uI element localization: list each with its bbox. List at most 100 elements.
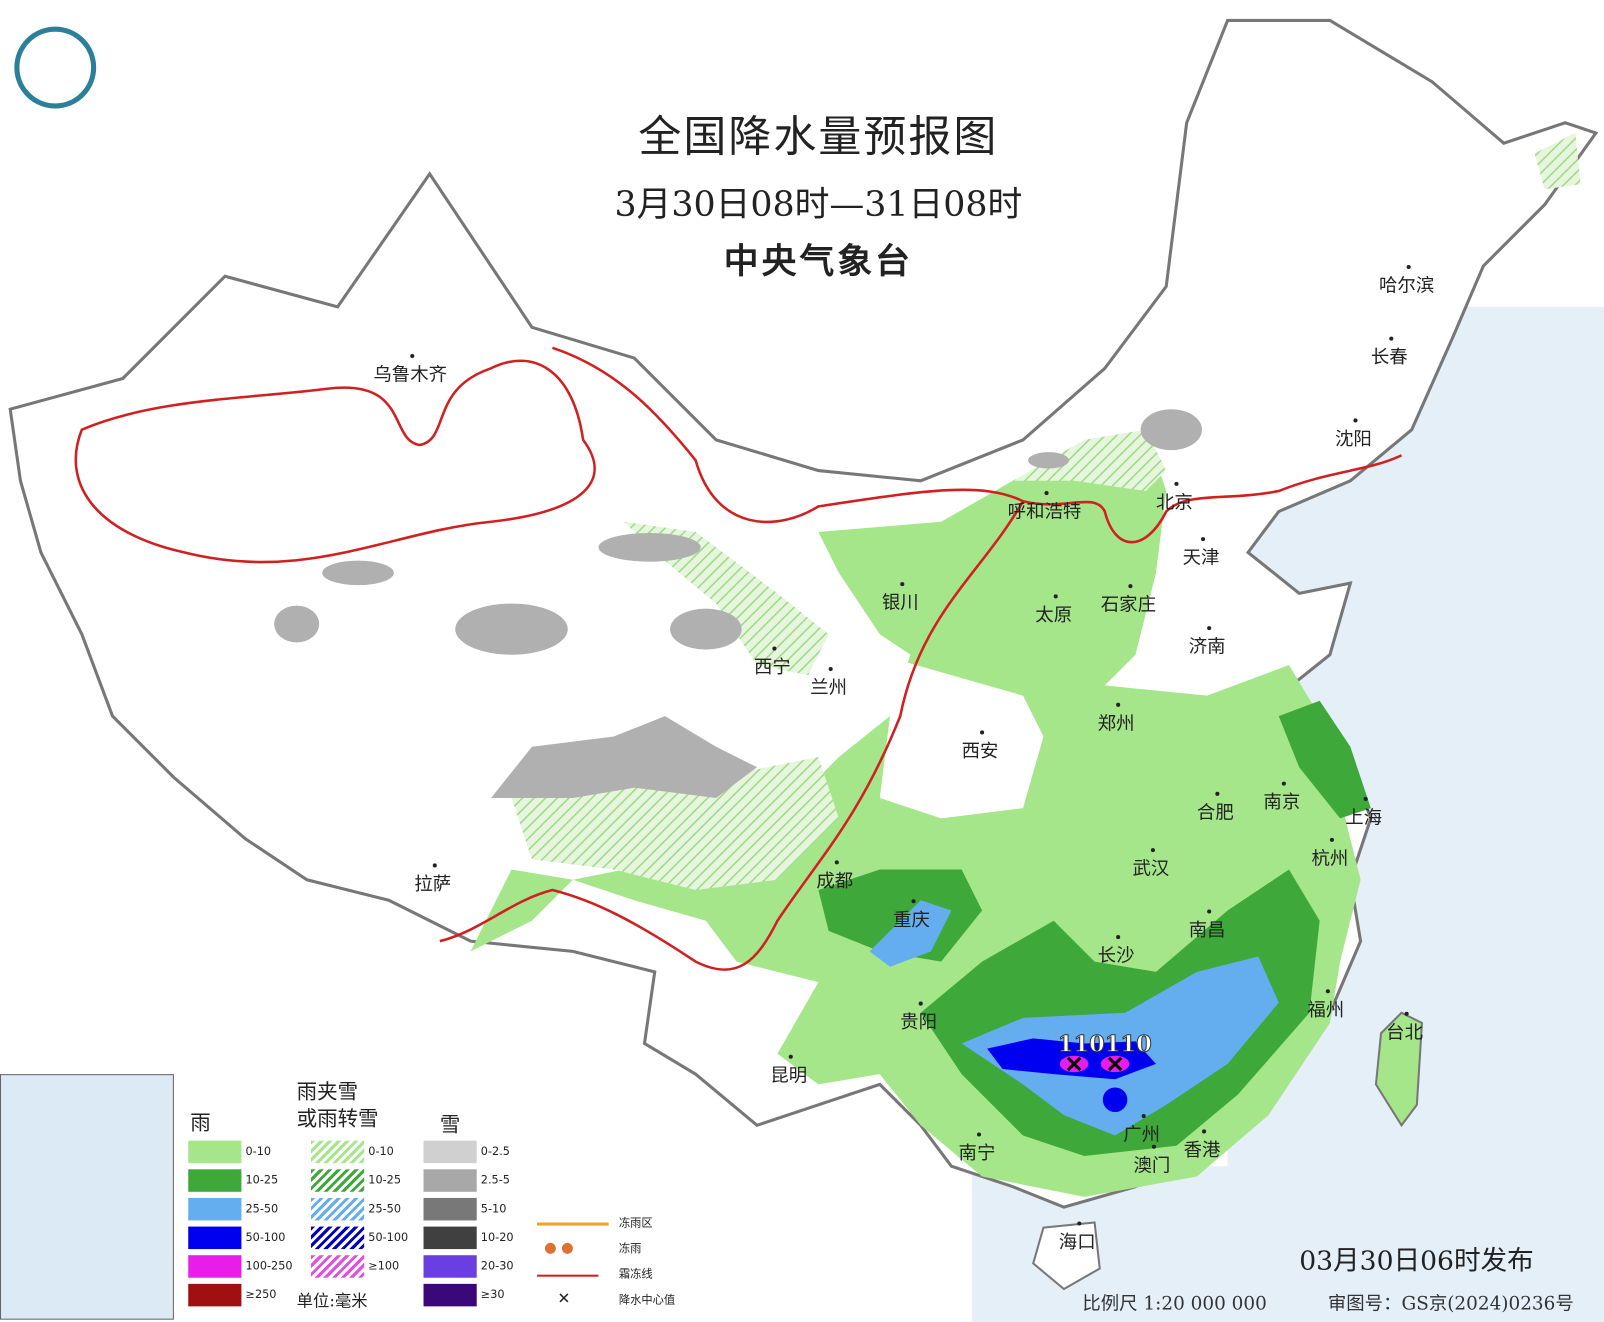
city-label: 济南 (1189, 626, 1226, 659)
rain-10-25 (818, 869, 983, 962)
city-label: 澳门 (1133, 1144, 1170, 1178)
sleet-0-10-qinghai (624, 521, 829, 676)
legend-label-rain: 10-25 (245, 1173, 279, 1187)
legend-swatch-rain (188, 1283, 242, 1307)
rain-50-100-spot (1102, 1087, 1128, 1113)
city-label: 拉萨 (414, 863, 451, 897)
legend-label-sleet: 50-100 (368, 1230, 409, 1244)
city-label: 西宁 (754, 646, 791, 680)
agency-name: 中央气象台 (723, 241, 914, 283)
city-label: 福州 (1307, 989, 1344, 1022)
city-label: 合肥 (1197, 791, 1234, 825)
city-label: 海口 (1059, 1221, 1096, 1255)
taiwan (1374, 1011, 1424, 1128)
legend-swatch-snow (423, 1197, 477, 1221)
legend-swatch-sleet (310, 1255, 365, 1278)
legend-swatch-rain (188, 1169, 242, 1192)
legend-sleet-heading-1: 雨夹雪 (296, 1079, 359, 1104)
legend-label-sleet: ≥100 (368, 1259, 400, 1273)
city-label: 昆明 (770, 1054, 807, 1088)
map-scale: 比例尺 1:20 000 000 (1082, 1293, 1267, 1315)
legend-label-snow: 5-10 (480, 1202, 507, 1216)
legend-swatch-snow (423, 1283, 477, 1307)
city-label: 南昌 (1189, 909, 1226, 943)
cma-logo (14, 26, 97, 109)
legend-label-sleet: 10-25 (368, 1173, 401, 1187)
legend-frost-line: 霜冻线 (618, 1267, 653, 1281)
legend-label-sleet: 25-50 (368, 1202, 401, 1216)
map-title: 全国降水量预报图 (638, 111, 999, 162)
frost-line-icon (537, 1274, 599, 1277)
city-label: 兰州 (810, 666, 847, 700)
city-label: 长春 (1371, 336, 1408, 370)
precip-center-marks (1066, 1056, 1123, 1072)
rain-25-50-chongqing (869, 900, 952, 967)
legend-label-rain: 50-100 (245, 1230, 286, 1244)
city-label: 杭州 (1311, 837, 1348, 871)
city-label: 哈尔滨 (1379, 264, 1434, 298)
legend-swatch-rain (188, 1226, 242, 1250)
city-label: 成都 (816, 860, 853, 893)
city-label: 南宁 (959, 1132, 995, 1166)
legend-label-snow: 20-30 (480, 1259, 514, 1273)
south-china-sea-inset (0, 1074, 174, 1320)
approval-number: 审图号：GS京(2024)0236号 (1327, 1293, 1574, 1315)
legend-label-snow: 10-20 (480, 1230, 514, 1244)
city-label: 沈阳 (1335, 418, 1372, 452)
legend-swatch-sleet (310, 1169, 365, 1192)
legend-label-snow: 2.5-5 (480, 1173, 510, 1187)
city-label: 香港 (1184, 1129, 1220, 1163)
legend-swatch-sleet (310, 1226, 365, 1250)
city-label: 石家庄 (1101, 584, 1156, 617)
city-label: 南京 (1263, 781, 1300, 815)
city-label: 重庆 (893, 899, 930, 932)
legend-swatch-rain (188, 1197, 242, 1221)
legend-label-rain: 100-250 (245, 1259, 293, 1273)
legend-swatch-snow (423, 1226, 477, 1250)
legend-unit: 单位:毫米 (296, 1291, 368, 1311)
rain-10-25-south (920, 869, 1320, 1156)
freezing-rain-dots-icon: ● ● (544, 1239, 574, 1257)
legend-swatch-sleet (310, 1197, 365, 1221)
city-label: 广州 (1123, 1114, 1160, 1147)
forecast-period: 3月30日08时—31日08时 (614, 184, 1023, 226)
publish-time: 03月30日06时发布 (1299, 1246, 1534, 1277)
precip-center-x-icon: ✕ (557, 1288, 571, 1308)
hainan (1032, 1221, 1101, 1291)
city-label: 乌鲁木齐 (373, 353, 447, 387)
sleet-0-10-ne (1534, 132, 1581, 190)
legend-swatch-sleet (310, 1140, 365, 1164)
rain-10-25-east (1278, 700, 1371, 819)
city-label: 西安 (962, 730, 998, 764)
city-label: 台北 (1386, 1011, 1423, 1045)
city-label: 天津 (1183, 537, 1219, 570)
legend-swatch-rain (188, 1140, 242, 1164)
legend-label-rain: 0-10 (245, 1144, 272, 1159)
city-label: 北京 (1156, 481, 1193, 515)
legend-label-snow: 0-2.5 (480, 1144, 510, 1159)
city-label: 长沙 (1098, 935, 1135, 968)
city-label: 银川 (882, 582, 919, 615)
legend-label-snow: ≥30 (480, 1287, 505, 1302)
sleet-0-10-north (1012, 429, 1167, 492)
legend-label-rain: 25-50 (245, 1202, 279, 1216)
city-label: 郑州 (1098, 702, 1135, 736)
freezing-rain-area-line (537, 1222, 609, 1226)
legend-freezing-rain-area: 冻雨区 (618, 1216, 653, 1230)
legend-freezing-rain: 冻雨 (618, 1241, 642, 1256)
city-label: 呼和浩特 (1008, 491, 1081, 524)
city-label: 上海 (1345, 796, 1382, 830)
legend-precip-center: 降水中心值 (618, 1293, 676, 1307)
legend-label-rain: ≥250 (245, 1287, 277, 1302)
precip-center-value: 110110 (1057, 1031, 1152, 1059)
legend-sleet-heading-2: 或雨转雪 (296, 1105, 379, 1131)
city-label: 太原 (1035, 594, 1072, 628)
frost-line (74, 346, 1403, 971)
legend-swatch-rain (188, 1255, 242, 1278)
rain-free-west (879, 654, 1044, 819)
legend-swatch-snow (423, 1255, 477, 1278)
legend-swatch-snow (423, 1140, 477, 1164)
snow-0-2.5 (274, 409, 1203, 798)
